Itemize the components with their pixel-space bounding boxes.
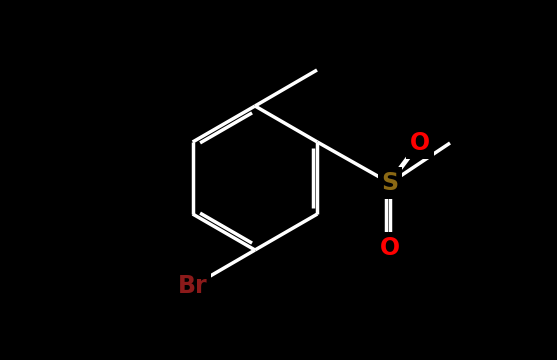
Text: O: O <box>410 131 430 155</box>
Text: Br: Br <box>178 274 208 298</box>
Text: O: O <box>380 236 400 260</box>
Text: S: S <box>382 171 399 195</box>
